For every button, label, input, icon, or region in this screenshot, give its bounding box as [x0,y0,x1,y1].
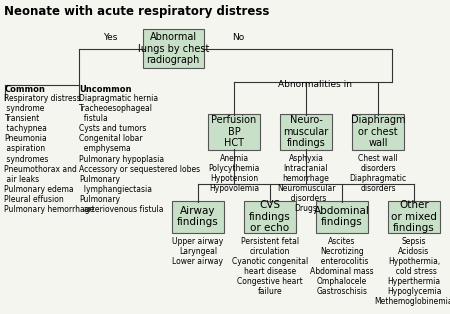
Text: Diaphragm
or chest
wall: Diaphragm or chest wall [351,115,405,149]
Text: Sepsis
Acidosis
Hypothermia,
  cold stress
Hyperthermia
Hypoglycemia
Methemoglob: Sepsis Acidosis Hypothermia, cold stress… [375,237,450,306]
Text: Airway
findings: Airway findings [177,206,219,227]
Text: Anemia
Polycythemia
Hypotension
Hypovolemia: Anemia Polycythemia Hypotension Hypovole… [208,154,260,193]
FancyBboxPatch shape [352,114,404,150]
Text: Neonate with acute respiratory distress: Neonate with acute respiratory distress [4,5,270,18]
Text: No: No [232,33,245,42]
Text: Persistent fetal
circulation
Cyanotic congenital
heart disease
Congestive heart
: Persistent fetal circulation Cyanotic co… [232,237,308,296]
Text: Abnormalities in: Abnormalities in [278,80,352,89]
FancyBboxPatch shape [172,201,224,232]
Text: Upper airway
Laryngeal
Lower airway: Upper airway Laryngeal Lower airway [172,237,224,266]
Text: Neuro-
muscular
findings: Neuro- muscular findings [284,115,328,149]
Text: Yes: Yes [103,33,117,42]
FancyBboxPatch shape [143,29,204,68]
Text: Other
or mixed
findings: Other or mixed findings [391,200,437,233]
FancyBboxPatch shape [280,114,332,150]
FancyBboxPatch shape [244,201,296,232]
FancyBboxPatch shape [388,201,440,232]
Text: Respiratory distress
 syndrome
Transient
 tachypnea
Pneumonia
 aspiration
 syndr: Respiratory distress syndrome Transient … [4,94,95,214]
Text: Chest wall
disorders
Diaphragmatic
disorders: Chest wall disorders Diaphragmatic disor… [350,154,406,193]
Text: Common: Common [4,85,45,94]
Text: CVS
findings
or echo: CVS findings or echo [249,200,291,233]
Text: Ascites
Necrotizing
  enterocolitis
Abdominal mass
Omphalocele
Gastroschisis: Ascites Necrotizing enterocolitis Abdomi… [310,237,374,296]
Text: Diapragmatic hernia
Tracheoesophageal
  fistula
Cysts and tumors
Congenital loba: Diapragmatic hernia Tracheoesophageal fi… [79,94,200,214]
Text: Asphyxia
Intracranial
hemorrhage
Neuromuscular
  disorders
Drugs: Asphyxia Intracranial hemorrhage Neuromu… [277,154,335,213]
FancyBboxPatch shape [208,114,260,150]
Text: Uncommon: Uncommon [79,85,131,94]
Text: Abdominal
findings: Abdominal findings [314,206,370,227]
Text: Abnormal
lungs by chest
radiograph: Abnormal lungs by chest radiograph [138,32,209,65]
Text: Perfusion
BP
HCT: Perfusion BP HCT [212,115,256,149]
FancyBboxPatch shape [316,201,368,232]
